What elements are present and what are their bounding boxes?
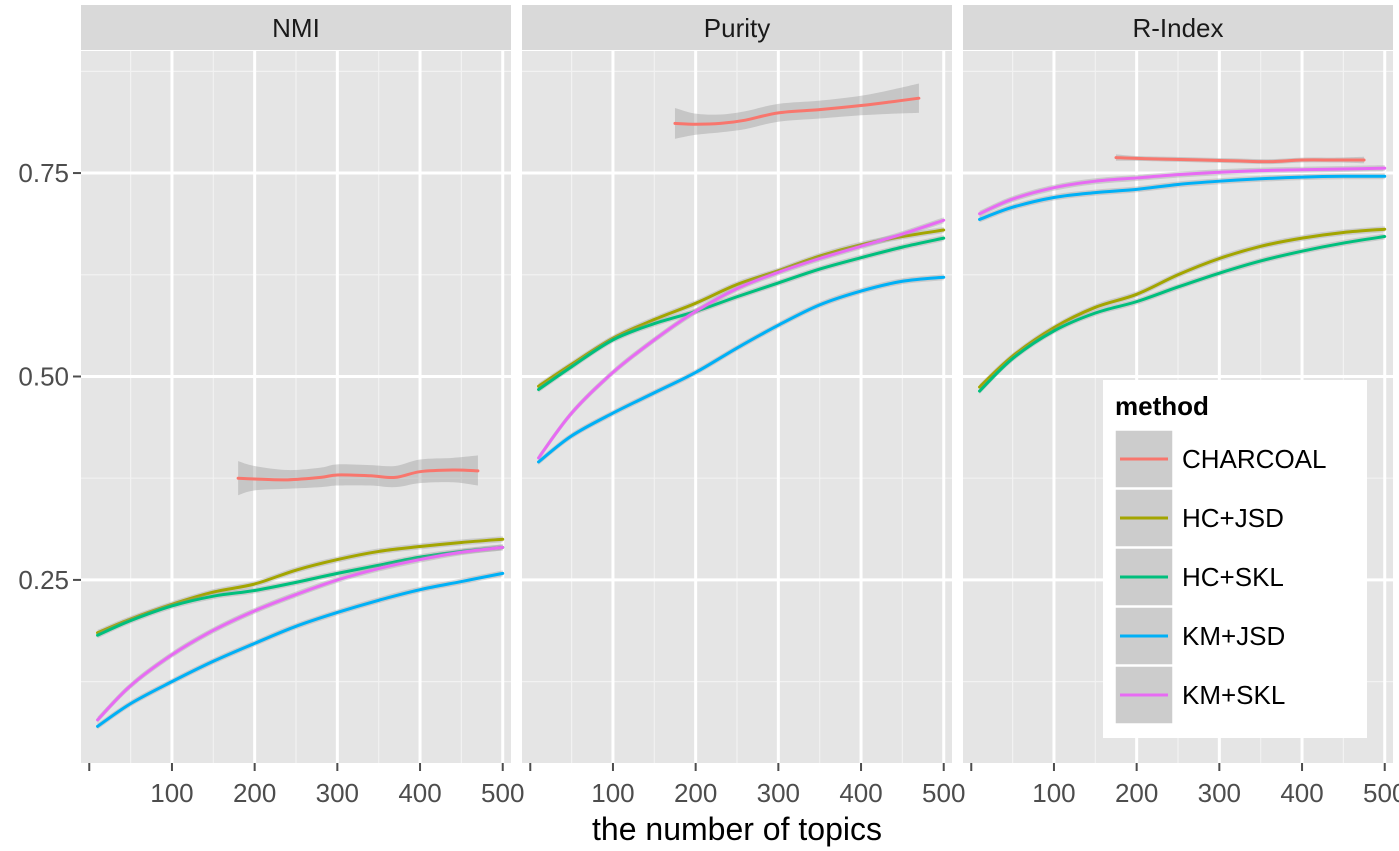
x-tick-label: 200 (1115, 778, 1158, 808)
x-tick-label: 500 (922, 778, 965, 808)
panel-title: R-Index (1132, 13, 1223, 43)
x-tick-label: 100 (150, 778, 193, 808)
x-tick-label: 100 (1032, 778, 1075, 808)
series-line-km-skl (537, 218, 946, 460)
panel-title: NMI (272, 13, 320, 43)
y-tick-label: 0.50 (18, 361, 69, 391)
panel-purity: Purity 100 200 300 400 500 (522, 5, 965, 808)
x-tick-label: 400 (1280, 778, 1323, 808)
series-line-km-skl (96, 545, 505, 722)
series-line-km-skl (978, 166, 1387, 216)
legend-entry-hc-skl: HC+SKL (1114, 547, 1284, 607)
legend-entry-km-jsd: KM+JSD (1114, 606, 1285, 666)
x-tick-label: 300 (1198, 778, 1241, 808)
x-tick-label: 200 (674, 778, 717, 808)
y-tick-label: 0.25 (18, 565, 69, 595)
series-line-charcoal (673, 96, 921, 126)
x-tick-label: 300 (316, 778, 359, 808)
series-line-km-jsd (537, 275, 946, 464)
x-tick-label: 500 (1363, 778, 1399, 808)
series-group (537, 83, 946, 465)
y-tick-label: 0.75 (18, 158, 69, 188)
panel-strip (963, 5, 1393, 50)
legend-label-hc-skl: HC+SKL (1182, 562, 1284, 592)
x-tick-label: 200 (233, 778, 276, 808)
series-group (96, 455, 505, 730)
x-tick-label: 500 (481, 778, 524, 808)
legend: method CHARCOAL HC+JSD HC+SKL KM+JSD KM+SKL (1103, 380, 1367, 738)
x-tick-label: 400 (398, 778, 441, 808)
legend-entry-charcoal: CHARCOAL (1114, 429, 1326, 489)
series-line-hc-skl (96, 545, 505, 637)
confidence-band-charcoal (1115, 154, 1365, 165)
series-line-charcoal (236, 468, 480, 482)
legend-label-km-skl: KM+SKL (1182, 680, 1285, 710)
confidence-band-hc-skl (97, 544, 503, 639)
panel-nmi: NMI 100 200 300 400 500 0.25 0.50 0.75 (18, 5, 524, 808)
legend-entry-km-skl: KM+SKL (1114, 665, 1285, 725)
legend-label-charcoal: CHARCOAL (1182, 444, 1326, 474)
x-tick-label: 400 (839, 778, 882, 808)
legend-title: method (1115, 391, 1209, 421)
legend-label-hc-jsd: HC+JSD (1182, 503, 1284, 533)
series-group (978, 154, 1387, 395)
series-line-km-jsd (96, 571, 505, 728)
panel-title: Purity (704, 13, 770, 43)
x-tick-label: 100 (591, 778, 634, 808)
x-tick-label: 300 (757, 778, 800, 808)
panel-strip (522, 5, 952, 50)
series-line-hc-skl (978, 235, 1387, 393)
x-axis-title: the number of topics (592, 811, 882, 847)
legend-label-km-jsd: KM+JSD (1182, 621, 1285, 651)
panel-strip (81, 5, 511, 50)
legend-entry-hc-jsd: HC+JSD (1114, 488, 1284, 548)
series-line-hc-skl (537, 236, 946, 392)
series-line-km-jsd (978, 174, 1387, 221)
series-line-charcoal (1114, 156, 1366, 164)
series-line-hc-jsd (978, 227, 1387, 389)
